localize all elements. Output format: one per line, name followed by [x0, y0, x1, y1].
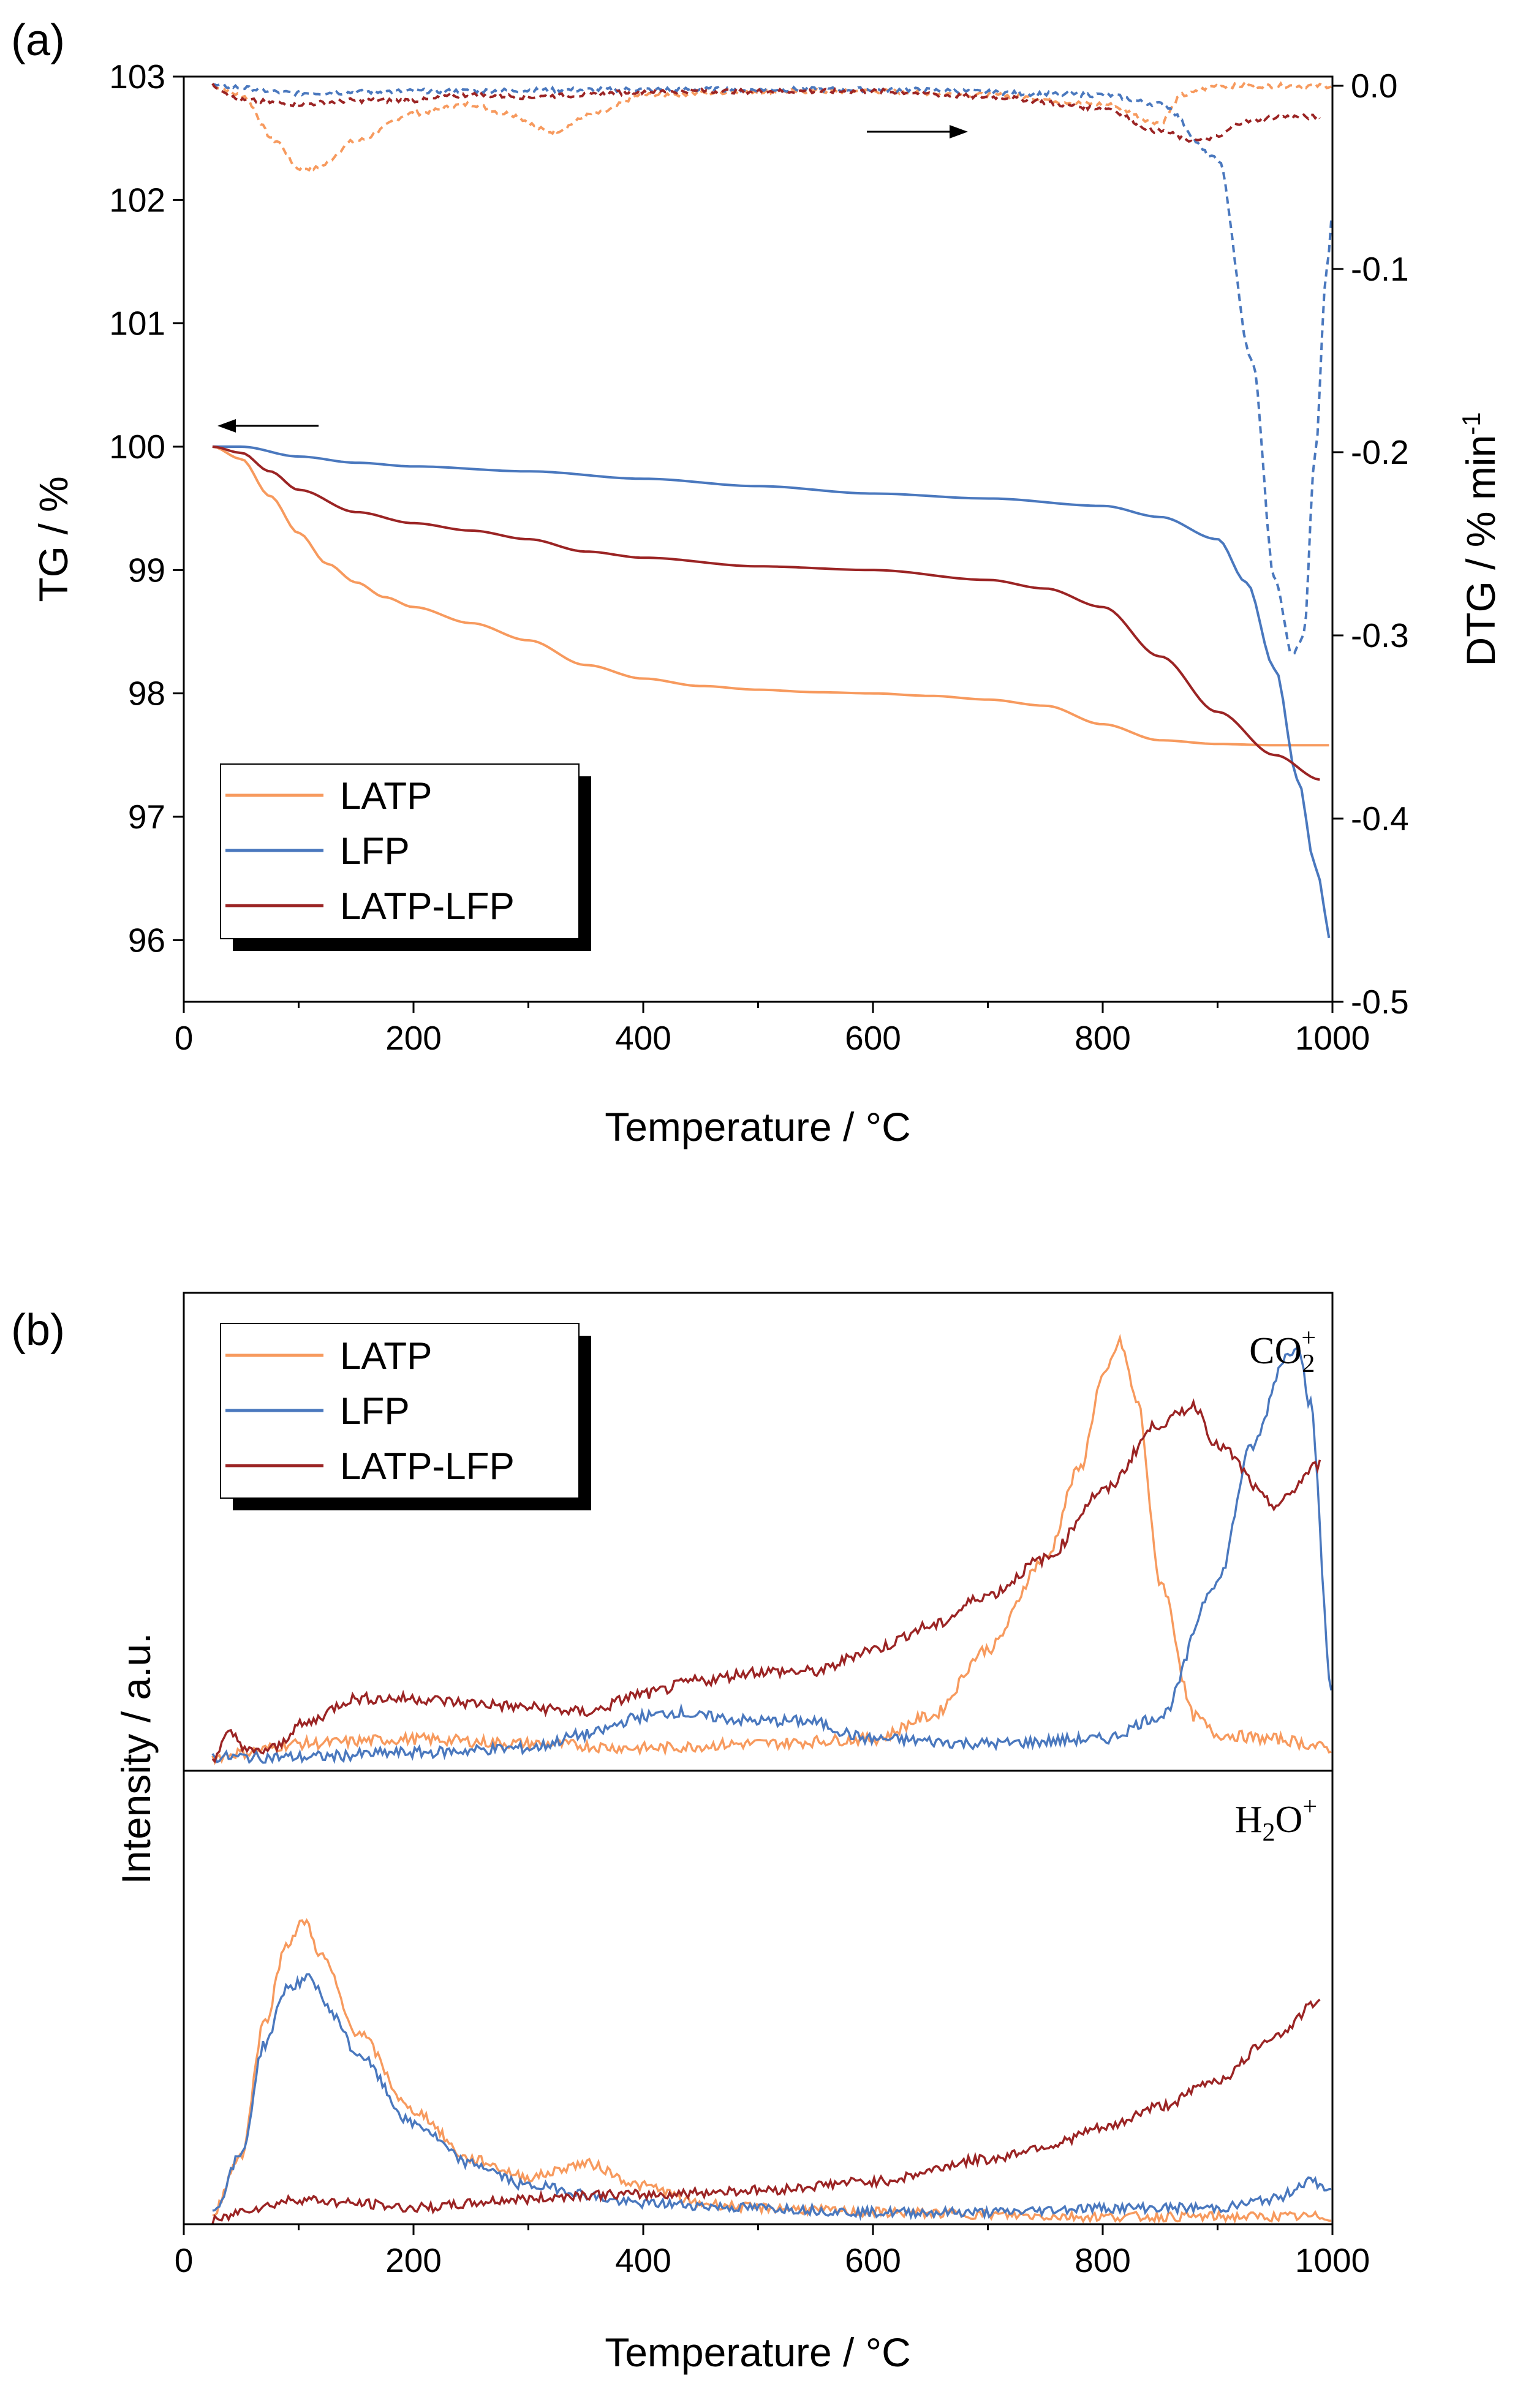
b-x-tick-label: 400 [615, 2241, 671, 2279]
panel-a-y-axis-title: TG / % [31, 476, 76, 602]
h2o-series-latp [212, 1918, 1332, 2224]
panel-b-co2-curves [211, 1333, 1332, 1766]
panel-a-y2-axis-title-main: DTG / % min [1458, 435, 1503, 667]
panel-b-label: (b) [11, 1306, 65, 1355]
b-x-tick-label: 0 [175, 2241, 194, 2279]
a-y-tick-label: 103 [109, 58, 165, 96]
panel-a-x-axis-title: Temperature / °C [605, 1104, 911, 1149]
co2-label-main: CO [1249, 1330, 1302, 1372]
panel-a-y2-axis-title-sup: -1 [1457, 412, 1486, 434]
h2o-label-sub: 2 [1263, 1819, 1275, 1847]
legend-a-label-lfp: LFP [340, 830, 410, 873]
panel-b-plot: 0 200 400 600 800 1000 Temperature / °C Inten… [113, 1292, 1370, 2375]
legend-b-label-lfp: LFP [340, 1390, 410, 1433]
legend-a-label-latp: LATP [340, 775, 432, 817]
a-y-tick-label: 101 [109, 305, 165, 343]
b-x-tick-label: 800 [1075, 2241, 1131, 2279]
a-y2-tick-label: 0.0 [1351, 67, 1397, 105]
b-x-tick-label: 200 [385, 2241, 442, 2279]
a-y2-tick-label: -0.2 [1351, 433, 1409, 471]
h2o-label-main: H [1235, 1799, 1263, 1841]
a-y-tick-label: 96 [128, 921, 165, 959]
a-y2-tick-label: -0.5 [1351, 983, 1409, 1021]
a-y-tick-label: 98 [128, 675, 165, 713]
a-x-tick-label: 400 [615, 1019, 671, 1057]
panel-a-y-ticks: 96 97 98 99 100 101 102 103 [109, 58, 184, 959]
co2-series-latp [211, 1333, 1332, 1766]
dtg-series-latp-lfp [211, 83, 1321, 145]
a-x-tick-label: 800 [1075, 1019, 1131, 1057]
h2o-label-tail: O [1275, 1799, 1303, 1841]
dtg-axis-arrow [867, 125, 968, 138]
a-y-tick-label: 99 [128, 551, 165, 589]
tg-axis-arrow [217, 419, 319, 433]
tg-series-latp [212, 445, 1329, 747]
b-x-tick-label: 600 [845, 2241, 901, 2279]
panel-b-x-ticks: 0 200 400 600 800 1000 [175, 2224, 1370, 2279]
co2-species-label: CO2+ [1249, 1324, 1316, 1378]
panel-a-x-ticks: 0 200 400 600 800 1000 [175, 1002, 1370, 1057]
panel-a-plot: 0 200 400 600 800 1000 96 97 98 99 100 101 102 103 0… [31, 58, 1503, 1149]
panel-b-h2o-curves [211, 1918, 1332, 2225]
tg-series-latp-lfp [212, 445, 1320, 781]
dtg-series-latp [212, 81, 1332, 172]
co2-label-sup: + [1301, 1324, 1316, 1352]
a-y-tick-label: 100 [109, 428, 165, 466]
co2-series-latp-lfp [211, 1398, 1321, 1763]
panel-b-x-axis-title: Temperature / °C [605, 2330, 911, 2375]
tg-series-lfp [212, 445, 1331, 939]
h2o-label-sup: + [1302, 1793, 1317, 1821]
co2-label-sub: 2 [1302, 1350, 1315, 1378]
legend-a-label-latp-lfp: LATP-LFP [340, 885, 515, 928]
a-y2-tick-label: -0.3 [1351, 616, 1409, 654]
a-x-tick-label: 600 [845, 1019, 901, 1057]
legend-b-label-latp-lfp: LATP-LFP [340, 1445, 515, 1488]
panel-a-label: (a) [11, 16, 65, 65]
panel-b-legend: LATP LFP LATP-LFP [220, 1323, 591, 1510]
h2o-series-lfp [212, 1973, 1332, 2221]
a-x-tick-label: 1000 [1295, 1019, 1370, 1057]
h2o-species-label: H2O+ [1235, 1793, 1317, 1847]
legend-b-label-latp: LATP [340, 1335, 432, 1377]
a-x-tick-label: 0 [175, 1019, 194, 1057]
panel-a-y2-axis-title: DTG / % min-1 [1457, 412, 1503, 666]
panel-b-y-axis-title: Intensity / a.u. [113, 1633, 159, 1885]
co2-series-lfp [211, 1347, 1332, 1765]
h2o-series-latp-lfp [211, 1998, 1321, 2225]
a-y-tick-label: 97 [128, 798, 165, 836]
a-x-tick-label: 200 [385, 1019, 442, 1057]
dtg-series-lfp [211, 82, 1333, 655]
panel-a-y2-ticks: 0.0 -0.1 -0.2 -0.3 -0.4 -0.5 [1332, 67, 1409, 1021]
panel-a-legend: LATP LFP LATP-LFP [220, 763, 591, 951]
a-y-tick-label: 102 [109, 181, 165, 219]
a-y2-tick-label: -0.4 [1351, 800, 1409, 838]
panel-a-curves [211, 81, 1333, 939]
a-y2-tick-label: -0.1 [1351, 250, 1409, 288]
b-x-tick-label: 1000 [1295, 2241, 1370, 2279]
